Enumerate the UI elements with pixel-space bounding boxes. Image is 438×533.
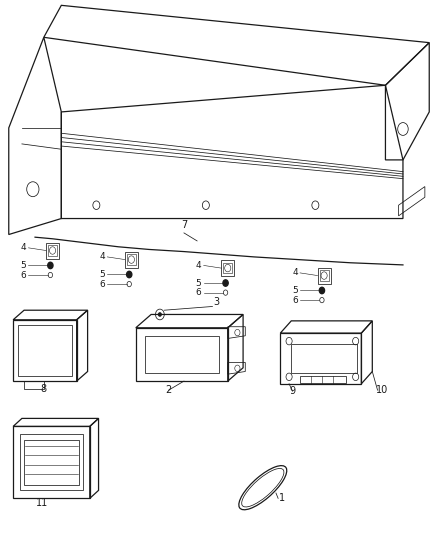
Text: 5: 5 <box>292 286 298 295</box>
Text: 8: 8 <box>41 384 47 394</box>
Text: 9: 9 <box>290 386 296 396</box>
Circle shape <box>127 271 132 278</box>
Circle shape <box>319 287 325 294</box>
Text: 6: 6 <box>292 296 298 304</box>
Text: 5: 5 <box>99 270 105 279</box>
Circle shape <box>223 280 228 286</box>
Text: 3: 3 <box>214 297 220 307</box>
Text: 6: 6 <box>196 288 201 297</box>
Text: 5: 5 <box>196 279 201 287</box>
Text: 11: 11 <box>35 498 48 508</box>
Text: 10: 10 <box>376 385 388 395</box>
Circle shape <box>159 313 161 316</box>
Text: 7: 7 <box>181 220 187 230</box>
Text: 4: 4 <box>21 244 26 252</box>
Circle shape <box>48 262 53 269</box>
Text: 4: 4 <box>292 269 298 277</box>
Text: 1: 1 <box>279 493 286 503</box>
Text: 2: 2 <box>166 385 172 395</box>
Text: 6: 6 <box>21 271 26 279</box>
Text: 4: 4 <box>196 261 201 270</box>
Text: 6: 6 <box>99 280 105 288</box>
Text: 5: 5 <box>21 261 26 270</box>
Text: 4: 4 <box>99 253 105 261</box>
